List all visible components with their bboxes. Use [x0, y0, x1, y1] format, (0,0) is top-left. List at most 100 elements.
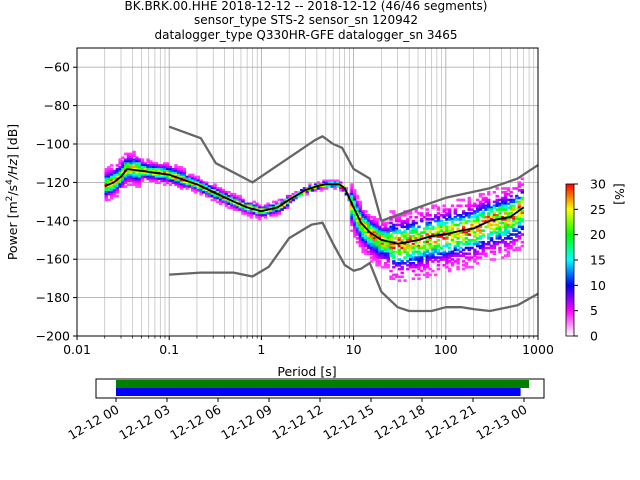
heatmap-cell [420, 260, 424, 263]
heatmap-cell [260, 212, 265, 215]
heatmap-cell [389, 269, 393, 273]
heatmap-cell [439, 246, 444, 250]
heatmap-cell [389, 250, 393, 254]
heatmap-cell [453, 235, 457, 238]
heatmap-cell [110, 194, 114, 198]
heatmap-cell [464, 229, 469, 232]
heatmap-cell [124, 166, 128, 169]
upper_model-curve [168, 125, 539, 222]
heatmap-cell [380, 242, 385, 246]
heatmap-cell [392, 231, 396, 234]
heatmap-cell [154, 166, 159, 169]
heatmap-cell [392, 246, 396, 250]
heatmap-cell [221, 200, 226, 204]
heatmap-cell [124, 152, 128, 156]
heatmap-cell [489, 246, 494, 250]
heatmap-cell [400, 260, 404, 263]
heatmap-cell [341, 189, 346, 192]
heatmap-cell [104, 171, 108, 175]
heatmap-cell [353, 196, 357, 200]
heatmap-cell [327, 181, 332, 184]
heatmap-cell [129, 164, 133, 167]
heatmap-cell [263, 214, 268, 217]
heatmap-cell [473, 202, 477, 206]
heatmap-cell [436, 212, 441, 215]
heatmap-cell [272, 200, 276, 204]
heatmap-cell [473, 225, 477, 229]
heatmap-cell [280, 204, 284, 208]
heatmap-cell [478, 229, 483, 232]
heatmap-cell [115, 185, 120, 188]
heatmap-cell [478, 235, 483, 238]
heatmap-cell [177, 179, 181, 183]
heatmap-cell [364, 229, 368, 232]
heatmap-cell [205, 183, 209, 186]
heatmap-cell [369, 215, 374, 219]
heatmap-cell [112, 194, 117, 198]
heatmap-cell [358, 214, 363, 217]
heatmap-cell [255, 212, 259, 215]
heatmap-cell [436, 235, 441, 238]
heatmap-cell [291, 192, 295, 196]
heatmap-cell [481, 248, 485, 252]
heatmap-cell [506, 198, 511, 202]
heatmap-cell [199, 192, 203, 196]
heatmap-cell [372, 227, 376, 231]
heatmap-cell [367, 246, 371, 250]
heatmap-cell [258, 212, 262, 215]
heatmap-cell [445, 262, 449, 265]
heatmap-cell [353, 233, 357, 236]
heatmap-cell [456, 248, 460, 252]
heatmap-cell [487, 214, 491, 217]
heatmap-cell [227, 206, 231, 209]
heatmap-cell [104, 187, 108, 190]
heatmap-cell [473, 260, 477, 263]
heatmap-cell [506, 206, 511, 209]
heatmap-cell [386, 227, 390, 231]
heatmap-cell [450, 225, 455, 229]
heatmap-cell [115, 181, 120, 184]
heatmap-cell [185, 185, 189, 188]
heatmap-cell [434, 219, 438, 223]
heatmap-cell [414, 256, 418, 259]
heatmap-cell [104, 191, 108, 194]
heatmap-cell [358, 229, 363, 232]
heatmap-cell [227, 191, 231, 194]
heatmap-cell [202, 185, 206, 188]
heatmap-cell [238, 208, 242, 211]
heatmap-cell [509, 246, 513, 250]
heatmap-cell [230, 196, 234, 200]
heatmap-cell [506, 231, 511, 234]
heatmap-cell [185, 181, 189, 184]
heatmap-cell [464, 233, 469, 236]
heatmap-cell [386, 254, 390, 257]
heatmap-cell [149, 166, 153, 169]
heatmap-cell [408, 225, 413, 229]
heatmap-cell [367, 221, 371, 225]
heatmap-cell [154, 167, 159, 171]
heatmap-cell [218, 200, 223, 204]
heatmap-cell [414, 244, 418, 248]
coverage-tick-label: 12-12 00 [65, 402, 121, 443]
heatmap-cell [224, 191, 228, 194]
heatmap-cell [492, 240, 497, 244]
heatmap-cell [489, 217, 494, 221]
heatmap-cell [213, 185, 217, 188]
heatmap-cell [124, 167, 128, 171]
heatmap-cell [207, 194, 212, 198]
heatmap-cell [171, 177, 175, 181]
heatmap-cell [244, 204, 248, 208]
heatmap-cell [492, 223, 497, 227]
heatmap-cell [277, 206, 282, 209]
heatmap-cell [135, 166, 139, 169]
heatmap-cell [378, 254, 382, 257]
heatmap-cell [372, 254, 376, 257]
heatmap-cell [481, 214, 485, 217]
heatmap-cell [411, 229, 416, 232]
heatmap-cell [473, 248, 477, 252]
heatmap-cell [369, 252, 374, 256]
heatmap-cell [448, 246, 452, 250]
heatmap-cell [146, 171, 150, 175]
heatmap-cell [492, 212, 497, 215]
heatmap-cell [327, 179, 332, 183]
